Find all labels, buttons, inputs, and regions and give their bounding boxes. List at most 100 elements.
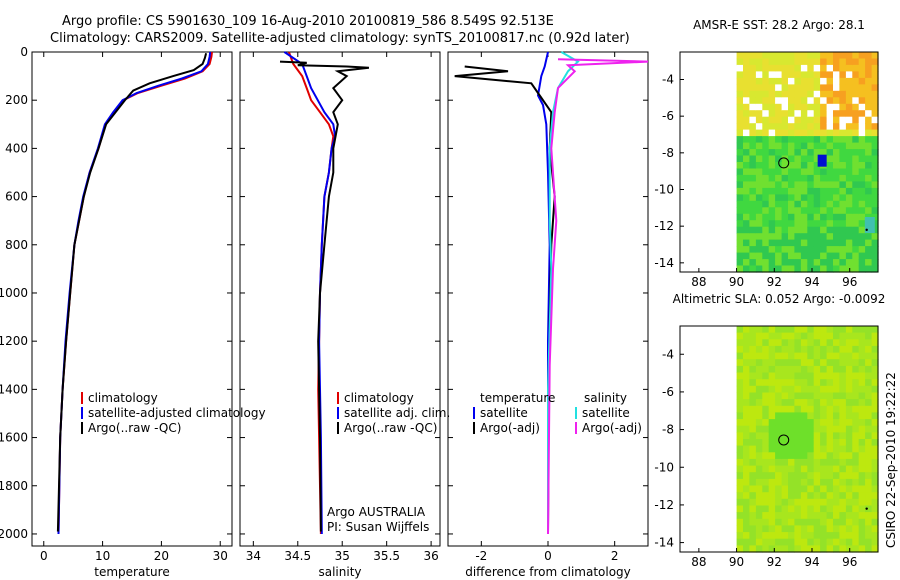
- sst-map-cell: [813, 71, 821, 79]
- sla-map-cell: [800, 505, 808, 513]
- sst-map-cell: [800, 71, 808, 79]
- sst-map-cell: [833, 200, 840, 208]
- sla-map-cell: [820, 326, 828, 334]
- sst-map-cell: [858, 194, 866, 202]
- sst-map-cell: [736, 103, 744, 111]
- sst-map-title: AMSR-E SST: 28.2 Argo: 28.1: [693, 18, 865, 32]
- sst-map-cell: [749, 174, 757, 182]
- sst-map-cell: [865, 149, 873, 157]
- sla-map-cell: [743, 525, 750, 533]
- sla-map-cell: [813, 412, 821, 420]
- temperature-plot-frame: [31, 51, 233, 547]
- sla-map-cell: [807, 332, 815, 340]
- sst-map-cell: [794, 162, 802, 170]
- sst-map-cell: [755, 233, 763, 241]
- title-line-1: Argo profile: CS 5901630_109 16-Aug-2010…: [62, 14, 554, 29]
- sst-map-cell: [749, 84, 757, 92]
- sst-map-cell: [820, 58, 828, 66]
- sla-map-cell: [871, 478, 879, 487]
- temperature-series-red: [57, 51, 213, 535]
- sla-map-cell: [845, 365, 853, 374]
- sla-map-cell: [775, 365, 783, 374]
- sla-map-cell: [781, 538, 789, 546]
- sst-map-cell: [794, 84, 802, 92]
- sst-map-cell: [762, 220, 770, 228]
- sla-map-cell: [852, 439, 860, 447]
- sla-map-cell: [736, 419, 744, 427]
- sla-map-cell: [736, 345, 744, 354]
- sst-map-cell: [813, 213, 821, 221]
- sla-map-cell: [845, 525, 853, 533]
- sst-map-cell: [858, 149, 866, 157]
- sla-map-cell: [813, 512, 821, 520]
- sla-map-cell: [833, 492, 840, 500]
- sst-map-cell: [768, 116, 776, 124]
- sst-map-cell: [852, 252, 860, 260]
- sst-map-cell: [762, 168, 770, 176]
- sla-map-cell: [839, 445, 847, 453]
- sla-map-cell: [871, 518, 879, 526]
- sla-map-cell: [762, 498, 770, 506]
- sst-map-cell: [762, 187, 770, 195]
- sst-map-cell: [800, 136, 808, 144]
- sla-map-cell: [858, 439, 866, 447]
- sla-map-cell: [833, 518, 840, 526]
- sst-map-cell: [813, 129, 821, 137]
- sla-map-cell: [813, 498, 821, 506]
- sla-map-cell: [749, 472, 757, 480]
- sla-map-cell: [852, 518, 860, 526]
- sla-map-cell: [736, 439, 744, 447]
- sla-map-cell: [794, 399, 802, 407]
- sst-map-cell: [794, 194, 802, 202]
- sla-map-cell: [852, 538, 860, 546]
- sla-map-cell: [865, 512, 873, 520]
- sla-map-cell: [788, 432, 795, 440]
- sst-map-cell: [743, 213, 750, 221]
- sst-map-cell: [807, 194, 815, 202]
- sst-map-cell: [768, 84, 776, 92]
- sst-map-cell: [736, 97, 744, 105]
- sla-map-cell: [826, 518, 834, 526]
- sst-ytick-label: -14: [654, 256, 674, 270]
- sst-map-cell: [788, 52, 795, 60]
- sla-map-cell: [852, 392, 860, 400]
- sla-map-cell: [768, 326, 776, 334]
- sst-map-cell: [833, 142, 840, 150]
- sla-map-cell: [820, 432, 828, 440]
- sla-map-cell: [820, 392, 828, 400]
- sla-map-cell: [820, 412, 828, 420]
- sla-map-cell: [813, 419, 821, 427]
- sla-map-cell: [807, 432, 815, 440]
- sst-map-cell: [826, 64, 834, 72]
- sst-map-cell: [871, 246, 879, 254]
- sla-map-cell: [845, 478, 853, 487]
- sst-map-cell: [826, 155, 834, 163]
- sst-map-cell: [807, 97, 815, 105]
- sla-map-cell: [800, 452, 808, 460]
- sst-map-cell: [768, 239, 776, 247]
- sst-map-cell: [781, 64, 789, 72]
- sla-map-cell: [820, 439, 828, 447]
- sla-map-cell: [775, 372, 783, 380]
- sst-map-cell: [852, 155, 860, 163]
- sla-map-cell: [794, 326, 802, 334]
- sst-map-cell: [865, 116, 873, 124]
- sst-map-cell: [768, 174, 776, 182]
- sst-map-cell: [781, 84, 789, 92]
- sst-map-cell: [800, 168, 808, 176]
- sla-map-cell: [858, 332, 866, 340]
- sst-map-cell: [871, 52, 879, 60]
- sla-map-cell: [820, 359, 828, 367]
- sst-map-cell: [807, 84, 815, 92]
- sst-map-cell: [775, 239, 783, 247]
- sla-map-cell: [852, 445, 860, 453]
- sla-map-cell: [826, 525, 834, 533]
- sst-map-cell: [788, 58, 795, 66]
- sst-map-cell: [858, 207, 866, 215]
- sst-map-cell: [813, 200, 821, 208]
- sla-map-cell: [852, 385, 860, 393]
- sst-map-cell: [788, 84, 795, 92]
- sst-map-cell: [845, 174, 853, 182]
- sst-map-cell: [833, 220, 840, 228]
- sla-map-cell: [768, 419, 776, 427]
